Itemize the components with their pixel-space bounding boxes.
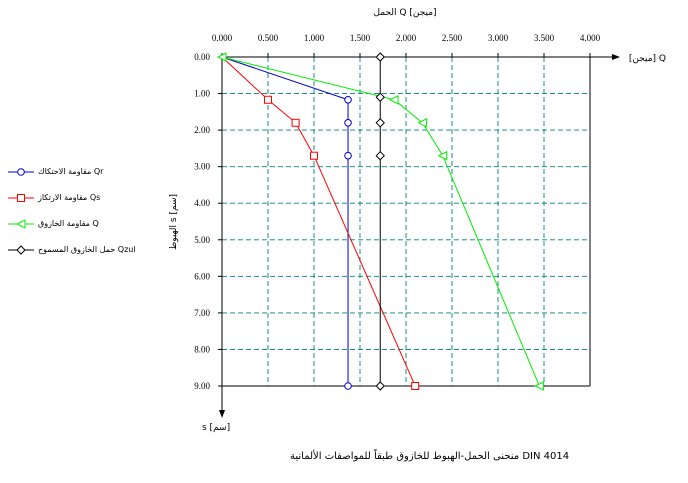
data-point-q xyxy=(388,94,399,105)
chart-axes xyxy=(218,53,620,418)
series-line-qr xyxy=(221,56,349,386)
y-tick-label: 1.00 xyxy=(194,89,210,99)
data-point-qzul xyxy=(375,381,385,391)
data-point-qzul xyxy=(375,52,385,62)
y-tick-label: 7.00 xyxy=(194,308,210,318)
y-axis-arrow xyxy=(219,410,225,418)
chart-grid xyxy=(222,57,591,387)
x-axis-arrow xyxy=(612,54,620,60)
y-tick-label: 3.00 xyxy=(194,162,210,172)
data-point-qr xyxy=(344,95,352,104)
chart-title: الحمل Q [ميجن] xyxy=(373,8,436,18)
data-point-qs xyxy=(291,118,300,127)
y-tick-label: 0.00 xyxy=(194,52,210,62)
data-point-qzul xyxy=(375,118,385,128)
legend-label-qs: مقاومة الارتكاز Qs xyxy=(38,193,101,202)
y-tick-label: 8.00 xyxy=(194,344,210,354)
data-point-qr xyxy=(344,151,352,160)
y-tick-label: 4.00 xyxy=(194,198,210,208)
x-tick-label: 0.000 xyxy=(212,33,233,43)
legend-label-q: مقاومة الخازوق Q xyxy=(38,219,99,228)
data-point-q xyxy=(534,381,544,391)
chart-caption: منحنى الحمل-الهبوط للخازوق طبقاً للمواصف… xyxy=(290,451,570,462)
x-tick-label: 2.000 xyxy=(396,33,417,43)
legend-item-q: مقاومة الخازوق Q xyxy=(8,218,158,244)
chart-series xyxy=(216,52,544,391)
data-point-qs xyxy=(411,382,420,390)
data-point-qs xyxy=(310,151,318,160)
data-point-q xyxy=(216,52,227,62)
y-axis-bottom-label: s [سم] xyxy=(202,423,230,433)
x-tick-label: 0.500 xyxy=(258,33,279,43)
x-tick-label: 3.500 xyxy=(534,33,555,43)
data-point-qzul xyxy=(375,150,385,161)
x-tick-label: 4.000 xyxy=(580,33,601,43)
legend-item-qr: مقاومة الاحتكاك Qr xyxy=(8,166,158,192)
data-point-qr xyxy=(344,382,352,390)
legend-item-qzul: حمل الخازوق المسموح Qzul xyxy=(8,244,158,270)
data-point-q xyxy=(417,117,428,128)
legend-label-qr: مقاومة الاحتكاك Qr xyxy=(38,167,104,176)
chart-legend: مقاومة الاحتكاك Qr مقاومة الارتكاز Qs مق… xyxy=(8,166,158,270)
x-tick-label: 1.500 xyxy=(350,33,371,43)
legend-label-qzul: حمل الخازوق المسموح Qzul xyxy=(38,245,136,254)
y-tick-label: 2.00 xyxy=(194,125,210,135)
data-point-qr xyxy=(344,119,352,127)
legend-item-qs: مقاومة الارتكاز Qs xyxy=(8,192,158,218)
y-tick-label: 9.00 xyxy=(194,381,210,391)
x-tick-labels: 0.000 0.500 1.000 1.500 2.000 2.500 3.000 3.500… xyxy=(212,33,601,43)
x-axis-label: [ميجن] Q xyxy=(629,54,666,64)
series-line-qs xyxy=(221,56,416,387)
y-axis-label: الهبوط s [سم] xyxy=(169,194,179,250)
data-point-qs xyxy=(264,95,272,104)
x-tick-label: 2.500 xyxy=(442,33,463,43)
data-point-qzul xyxy=(375,92,385,102)
x-tick-label: 1.000 xyxy=(304,33,325,43)
data-point-q xyxy=(437,150,448,161)
x-tick-label: 3.000 xyxy=(488,33,509,43)
y-tick-labels: 0.00 1.00 2.00 3.00 4.00 5.00 6.00 7.00 8.00 9.00 xyxy=(194,52,210,391)
y-tick-label: 5.00 xyxy=(194,235,210,245)
y-tick-label: 6.00 xyxy=(194,271,210,281)
